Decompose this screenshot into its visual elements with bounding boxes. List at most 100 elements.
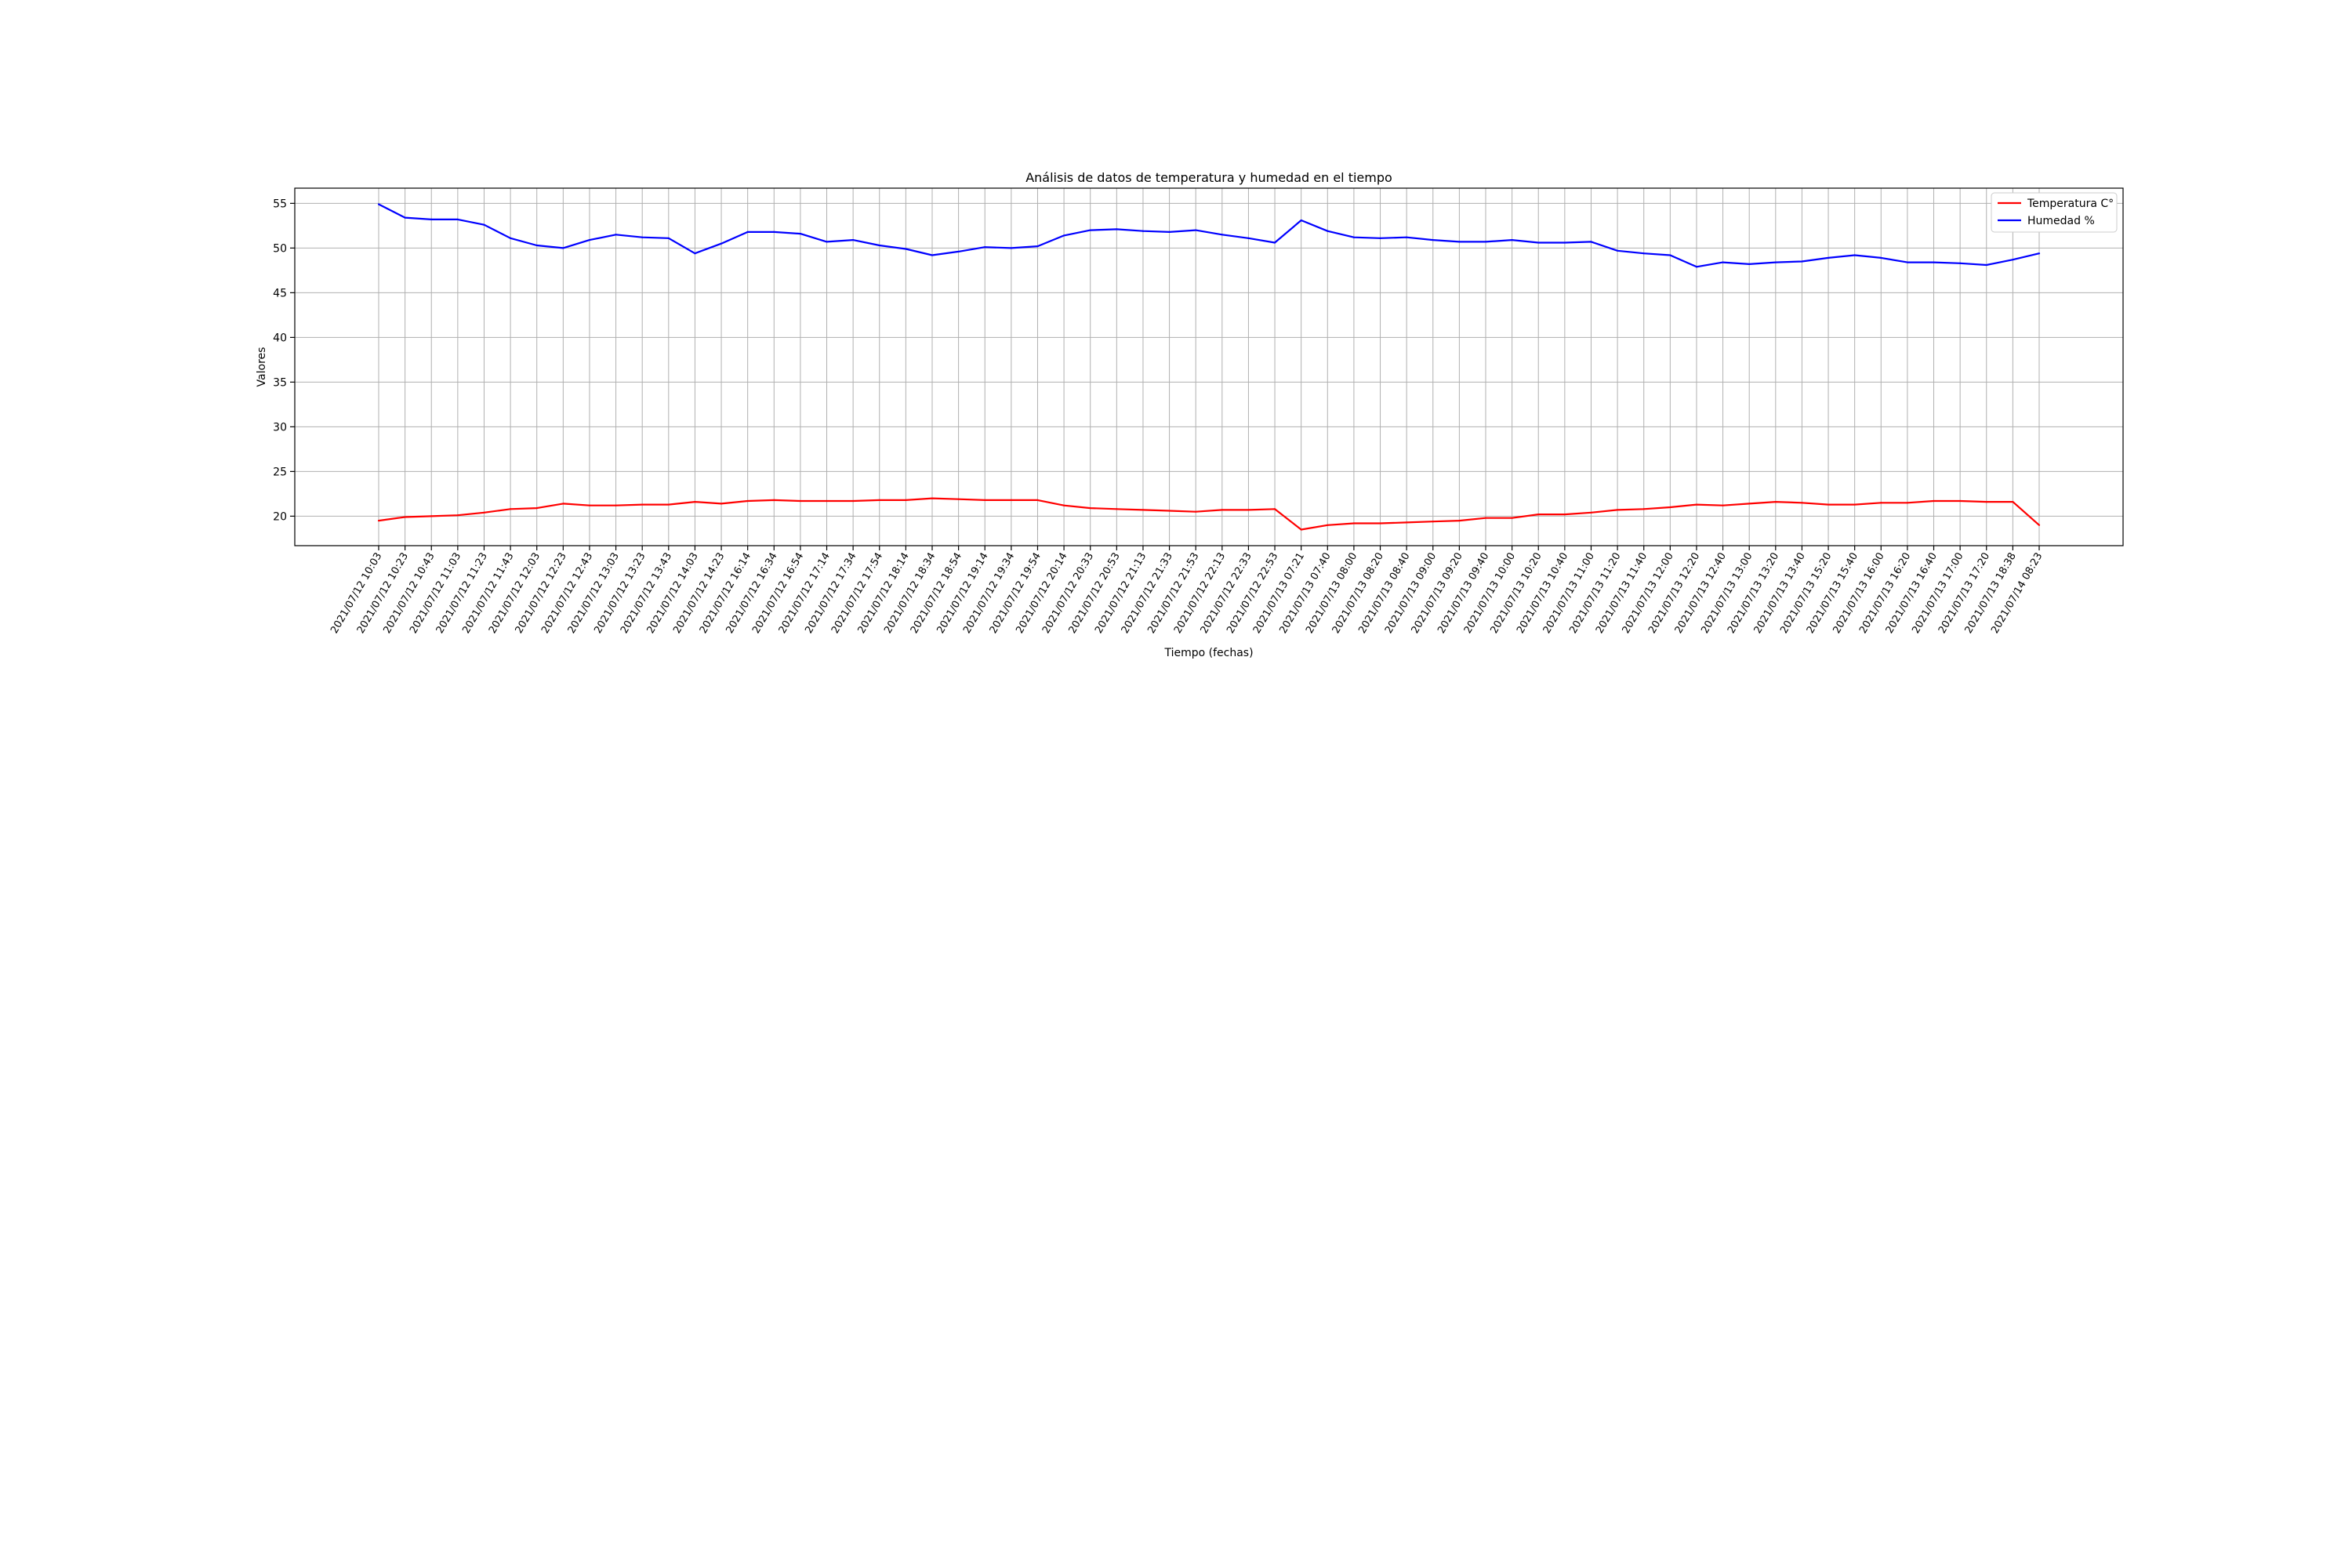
data-point — [694, 252, 696, 255]
data-point — [773, 499, 775, 501]
data-point — [1379, 522, 1381, 524]
data-point — [1511, 517, 1513, 519]
data-point — [1010, 499, 1012, 501]
data-point — [1247, 509, 1250, 511]
data-point — [1432, 239, 1434, 241]
data-point — [720, 503, 723, 505]
data-point — [641, 503, 644, 506]
data-point — [1748, 263, 1751, 265]
data-point — [1827, 503, 1830, 506]
data-point — [588, 504, 591, 506]
series-line — [378, 497, 2040, 531]
data-point — [957, 498, 960, 500]
data-point — [1484, 241, 1487, 243]
data-point — [2038, 524, 2041, 526]
x-axis-label: Tiempo (fechas) — [1163, 647, 1253, 659]
data-point — [1116, 508, 1118, 510]
y-tick-label: 35 — [273, 376, 287, 389]
legend: Temperatura C° Humedad % — [1991, 192, 2118, 233]
data-point — [1933, 499, 1935, 503]
data-point — [1300, 528, 1302, 531]
data-point — [430, 218, 433, 220]
data-point — [852, 499, 855, 503]
data-point — [1221, 509, 1223, 511]
data-point — [1036, 499, 1039, 501]
data-point — [1327, 230, 1329, 232]
data-point — [1089, 507, 1091, 510]
data-point — [852, 239, 855, 241]
data-point — [483, 223, 485, 226]
data-point — [1985, 263, 1987, 267]
data-point — [1352, 236, 1356, 238]
data-point — [615, 234, 617, 236]
y-tick-label: 20 — [273, 510, 287, 523]
data-point — [1695, 266, 1698, 268]
data-point — [1906, 502, 1909, 504]
data-point — [1010, 247, 1012, 249]
data-point — [1906, 261, 1909, 263]
data-point — [2012, 259, 2014, 261]
data-point — [826, 241, 828, 243]
data-point — [1669, 506, 1671, 509]
data-point — [1563, 241, 1566, 244]
y-tick-label: 50 — [273, 242, 287, 255]
legend-box — [1991, 192, 2118, 233]
data-point — [1484, 517, 1487, 519]
data-point — [667, 503, 670, 506]
data-point — [1458, 241, 1461, 243]
data-point — [1406, 521, 1408, 524]
data-point — [615, 504, 617, 506]
data-point — [931, 254, 934, 256]
chart-title: Análisis de datos de temperatura y humed… — [1025, 170, 1392, 185]
data-point — [1801, 260, 1803, 263]
data-point — [984, 499, 986, 501]
data-point — [1959, 499, 1962, 503]
data-point — [562, 247, 564, 249]
data-point — [773, 230, 775, 233]
data-point — [1933, 261, 1935, 263]
y-tick-label: 25 — [273, 466, 287, 478]
data-point — [1616, 249, 1619, 252]
data-point — [1062, 234, 1065, 237]
data-point — [667, 237, 670, 239]
data-point — [1247, 237, 1250, 239]
data-point — [1695, 503, 1698, 506]
data-point — [905, 248, 907, 250]
data-point — [430, 515, 433, 517]
data-point — [1406, 236, 1408, 238]
data-point — [1352, 522, 1356, 524]
series-line — [378, 203, 2040, 268]
data-point — [1827, 256, 1830, 260]
data-point — [799, 233, 802, 235]
data-point — [1089, 229, 1091, 231]
data-point — [746, 230, 749, 233]
y-tick-label: 55 — [273, 198, 287, 210]
data-point — [1195, 229, 1197, 231]
data-point — [1616, 509, 1619, 511]
data-point — [1221, 234, 1223, 236]
data-point — [1168, 510, 1171, 512]
data-point — [1748, 503, 1751, 505]
data-point — [377, 519, 380, 522]
data-point — [1458, 519, 1461, 522]
data-point — [1432, 521, 1434, 523]
data-point — [1511, 239, 1513, 241]
y-tick-label: 30 — [273, 421, 287, 434]
data-point — [957, 250, 960, 253]
legend-label: Humedad % — [2027, 215, 2095, 227]
data-point — [1880, 502, 1882, 504]
data-point — [404, 216, 406, 219]
y-axis: 20 25 30 35 40 45 50 55 — [273, 198, 295, 523]
data-point — [1116, 228, 1118, 230]
data-point — [588, 239, 591, 241]
data-point — [1959, 262, 1962, 264]
plot-frame — [294, 187, 2124, 546]
data-point — [746, 499, 749, 503]
data-point — [1273, 241, 1276, 244]
data-point — [1142, 509, 1145, 511]
data-point — [562, 503, 564, 505]
data-point — [1985, 501, 1987, 503]
data-point — [509, 237, 512, 239]
data-point — [1563, 514, 1566, 516]
